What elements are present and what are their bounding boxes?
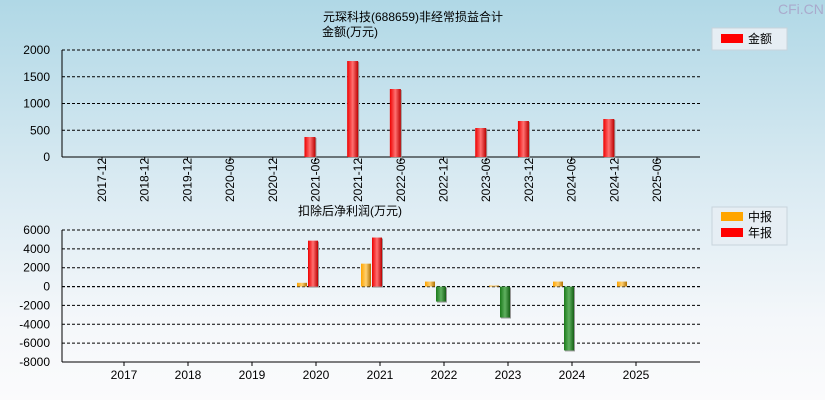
x-tick-label: 2024-12 [607, 158, 621, 202]
bar-amount [304, 136, 316, 157]
x-tick-label: 2021 [367, 368, 394, 382]
x-tick-label: 2023-12 [522, 158, 536, 202]
bar-interim [553, 281, 563, 287]
x-tick-label: 2020-12 [266, 158, 280, 202]
x-tick-label: 2023-06 [479, 158, 493, 202]
y-tick-label: 2000 [23, 43, 50, 57]
x-tick-label: 2022 [431, 368, 458, 382]
y-tick-label: 500 [30, 123, 50, 137]
legend-label-annual: 年报 [748, 225, 772, 240]
x-tick-label: 2022-12 [437, 158, 451, 202]
bar-interim [361, 263, 371, 287]
bar-amount [517, 120, 529, 157]
y-tick-label: 6000 [23, 223, 50, 237]
y-tick-label: 1000 [23, 97, 50, 111]
x-tick-label: 2025 [623, 368, 650, 382]
x-tick-label: 2019 [239, 368, 266, 382]
x-tick-label: 2017-12 [95, 158, 109, 202]
bar-amount [475, 128, 487, 157]
x-tick-label: 2018-12 [138, 158, 152, 202]
y-tick-label: -8000 [19, 355, 50, 369]
chart2-title: 扣除后净利润(万元) [298, 203, 402, 218]
y-tick-label: -4000 [19, 317, 50, 331]
bar-annual [372, 237, 382, 287]
bar-annual [564, 286, 574, 351]
legend-swatch-interim [721, 212, 743, 221]
bar-annual [436, 286, 446, 302]
bar-amount [603, 119, 615, 157]
bar-interim [425, 281, 435, 287]
legend-swatch-amount [721, 34, 743, 43]
y-tick-label: -2000 [19, 298, 50, 312]
bar-interim [297, 282, 307, 287]
y-tick-label: -6000 [19, 336, 50, 350]
x-tick-label: 2018 [175, 368, 202, 382]
legend-2: 中报 年报 [711, 206, 788, 246]
x-tick-label: 2025-06 [650, 158, 664, 202]
x-tick-label: 2020 [303, 368, 330, 382]
y-tick-label: 0 [43, 150, 50, 164]
x-tick-label: 2017 [111, 368, 138, 382]
legend-swatch-annual [721, 228, 743, 237]
y-tick-label: 2000 [23, 261, 50, 275]
y-tick-label: 0 [43, 280, 50, 294]
x-tick-label: 2020-06 [223, 158, 237, 202]
x-tick-label: 2023 [495, 368, 522, 382]
bar-amount [389, 89, 401, 157]
x-tick-label: 2019-12 [180, 158, 194, 202]
legend-1: 金额 [711, 27, 788, 51]
y-tick-label: 1500 [23, 70, 50, 84]
x-tick-label: 2021-12 [351, 158, 365, 202]
bar-annual [500, 286, 510, 318]
bar-annual [308, 240, 318, 287]
chart1-title: 元琛科技(688659)非经常损益合计 [323, 9, 503, 24]
legend-label-interim: 中报 [748, 209, 772, 224]
watermark: CFi.CN [778, 1, 824, 17]
legend-label-amount: 金额 [748, 31, 772, 46]
bar-interim [489, 285, 499, 287]
bar-interim [617, 281, 627, 287]
x-tick-label: 2024 [559, 368, 586, 382]
bar-amount [347, 61, 359, 158]
chart1-ylabel: 金额(万元) [322, 24, 378, 39]
x-tick-label: 2022-06 [394, 158, 408, 202]
x-tick-label: 2021-06 [308, 158, 322, 202]
x-tick-label: 2024-06 [565, 158, 579, 202]
y-tick-label: 4000 [23, 242, 50, 256]
